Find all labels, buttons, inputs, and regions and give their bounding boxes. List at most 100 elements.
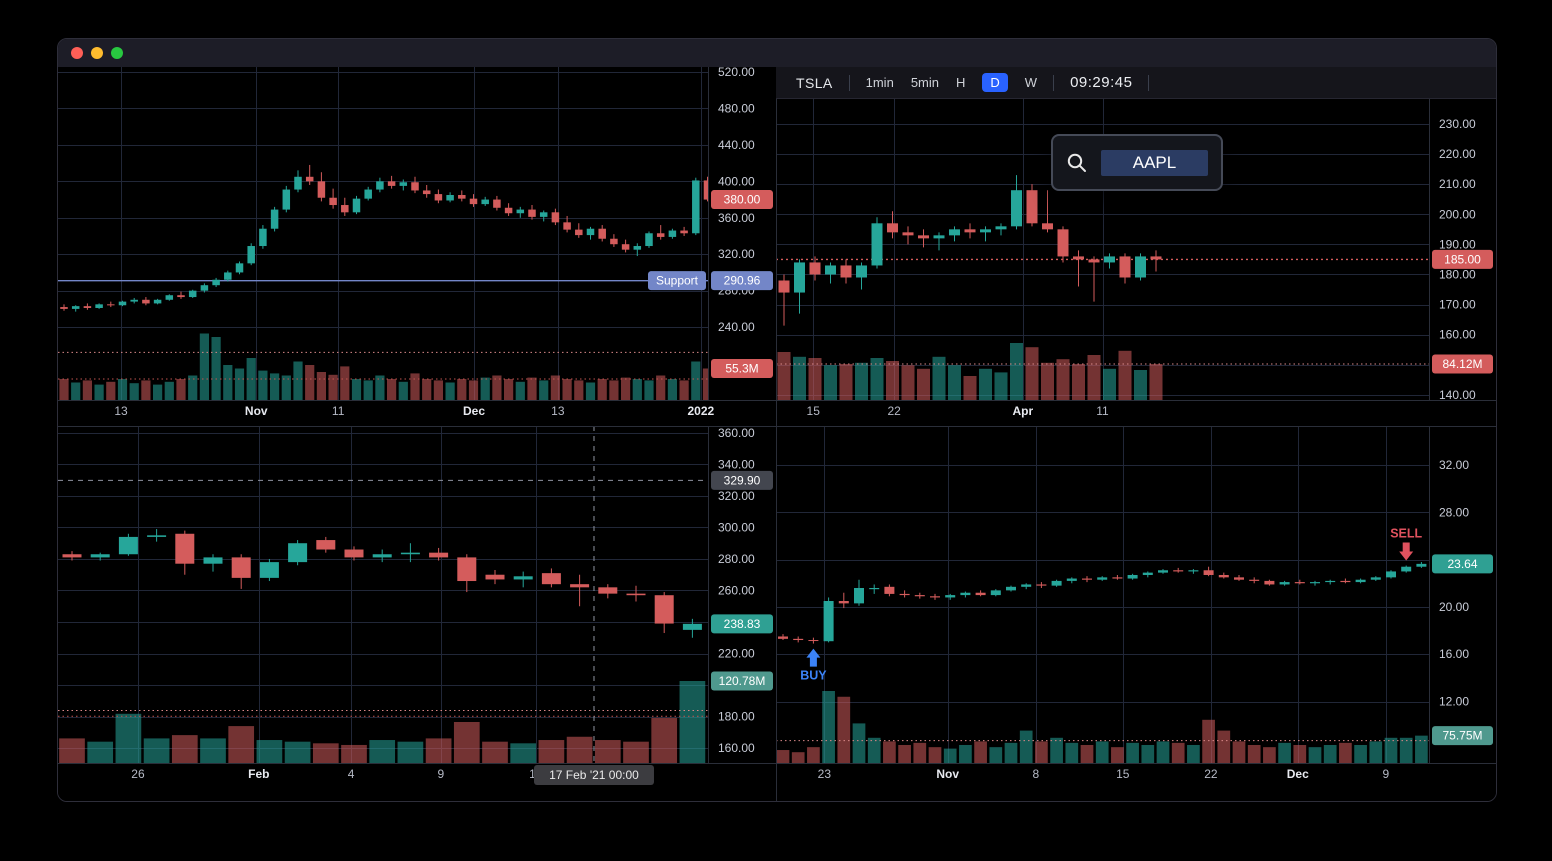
svg-text:300.00: 300.00 [718, 520, 755, 534]
svg-text:Nov: Nov [245, 404, 268, 418]
interval-button-D[interactable]: D [982, 73, 1008, 92]
interval-button-1min[interactable]: 1min [865, 75, 894, 90]
search-input[interactable]: AAPL [1101, 149, 1208, 176]
svg-text:13: 13 [551, 404, 565, 418]
clock-display: 09:29:45 [1070, 74, 1133, 91]
svg-text:32.00: 32.00 [1439, 458, 1469, 472]
interval-button-H[interactable]: H [956, 75, 966, 90]
svg-text:55.3M: 55.3M [725, 362, 758, 376]
volume-layer [58, 333, 708, 400]
grid-layer [58, 67, 708, 400]
svg-text:SELL: SELL [1390, 527, 1422, 541]
svg-text:15: 15 [807, 404, 821, 418]
svg-text:210.00: 210.00 [1439, 177, 1476, 191]
svg-text:8: 8 [1033, 767, 1040, 781]
chart-grid: 520.00 480.00 440.00 400.00 360.00 320.00 280.… [58, 67, 1496, 801]
chart-pane-top-right[interactable]: 230.00 220.00 210.00 200.00 190.00 180.00 170.… [776, 67, 1496, 426]
svg-text:290.96: 290.96 [724, 274, 761, 288]
svg-text:180.00: 180.00 [1439, 267, 1476, 281]
svg-text:75.75M: 75.75M [1442, 729, 1482, 743]
svg-text:185.00: 185.00 [1444, 252, 1481, 266]
svg-text:4: 4 [348, 767, 355, 781]
grid-layer [776, 426, 1429, 763]
close-button[interactable] [71, 47, 83, 59]
svg-text:Feb: Feb [248, 767, 269, 781]
toolbar-separator [848, 74, 850, 91]
toolbar-separator [1148, 74, 1150, 91]
top-right-chart-canvas[interactable]: 230.00 220.00 210.00 200.00 190.00 180.00 170.… [776, 67, 1496, 426]
svg-text:180.00: 180.00 [718, 710, 755, 724]
svg-text:360.00: 360.00 [718, 426, 755, 440]
time-axis[interactable]: 26Feb491617 Feb '21 00:00 [58, 763, 776, 786]
chart-pane-top-left[interactable]: 520.00 480.00 440.00 400.00 360.00 320.00 280.… [58, 67, 776, 426]
svg-text:23.64: 23.64 [1447, 557, 1477, 571]
search-icon [1067, 153, 1086, 172]
svg-text:190.00: 190.00 [1439, 237, 1476, 251]
price-axis[interactable]: 32.0028.0024.0020.0016.0012.0023.6475.75… [1429, 426, 1494, 763]
svg-text:22: 22 [888, 404, 902, 418]
svg-text:230.00: 230.00 [1439, 117, 1476, 131]
svg-text:20.00: 20.00 [1439, 600, 1469, 614]
svg-text:280.00: 280.00 [718, 552, 755, 566]
trade-markers-layer: BUY SELL [800, 527, 1422, 683]
svg-text:320.00: 320.00 [718, 489, 755, 503]
svg-text:9: 9 [438, 767, 445, 781]
zoom-button[interactable] [111, 47, 123, 59]
svg-text:Nov: Nov [936, 767, 959, 781]
toolbar-separator [1053, 74, 1055, 91]
candle-layer [778, 561, 1427, 644]
svg-text:15: 15 [1116, 767, 1130, 781]
chart-pane-bottom-left[interactable]: 360.00340.00320.00300.00280.00260.00240.… [58, 426, 776, 801]
svg-text:360.00: 360.00 [718, 211, 755, 225]
interval-button-W[interactable]: W [1024, 75, 1038, 90]
window-titlebar[interactable] [58, 39, 1496, 67]
svg-text:480.00: 480.00 [718, 101, 755, 115]
price-axis[interactable]: 520.00480.00440.00400.00360.00320.00280.… [648, 67, 773, 400]
svg-text:13: 13 [114, 404, 128, 418]
svg-text:220.00: 220.00 [718, 647, 755, 661]
symbol-search-popup: AAPL [1051, 134, 1223, 191]
svg-text:329.90: 329.90 [724, 473, 761, 487]
time-axis[interactable]: 13 Nov 11 Dec 13 2022 [58, 400, 776, 419]
svg-text:2022: 2022 [687, 404, 714, 418]
candle-layer [60, 164, 708, 312]
crosshair-layer [58, 426, 708, 763]
time-axis[interactable]: 23 Nov 8 15 22 Dec 9 [776, 763, 1496, 782]
svg-text:170.00: 170.00 [1439, 298, 1476, 312]
candle-layer [62, 529, 702, 638]
price-axis[interactable]: 360.00340.00320.00300.00280.00260.00240.… [708, 426, 774, 763]
svg-text:11: 11 [332, 404, 345, 418]
bottom-right-chart-canvas[interactable]: BUYSELL32.0028.0024.0020.0016.0012.0023.… [776, 426, 1496, 801]
interval-button-5min[interactable]: 5min [910, 75, 939, 90]
time-axis[interactable]: 15 22 Apr 11 [776, 400, 1496, 419]
svg-text:Dec: Dec [1287, 767, 1309, 781]
svg-text:260.00: 260.00 [718, 583, 755, 597]
svg-text:160.00: 160.00 [718, 741, 755, 755]
volume-layer [776, 343, 1429, 400]
svg-text:28.00: 28.00 [1439, 505, 1469, 519]
svg-text:Apr: Apr [1012, 404, 1033, 418]
bottom-left-chart-canvas[interactable]: 360.00340.00320.00300.00280.00260.00240.… [58, 426, 776, 801]
symbol-button[interactable]: TSLA [796, 74, 833, 91]
svg-text:16.00: 16.00 [1439, 647, 1469, 661]
svg-text:12.00: 12.00 [1439, 695, 1469, 709]
svg-text:220.00: 220.00 [1439, 147, 1476, 161]
app-window: 520.00 480.00 440.00 400.00 360.00 320.00 280.… [57, 38, 1497, 802]
svg-text:520.00: 520.00 [718, 67, 755, 79]
svg-text:380.00: 380.00 [724, 193, 761, 207]
svg-text:200.00: 200.00 [1439, 207, 1476, 221]
grid-layer [58, 426, 708, 763]
chart-toolbar: TSLA 1min 5min H D W 09:29:45 [776, 67, 1496, 99]
svg-text:11: 11 [1096, 404, 1109, 418]
volume-layer [776, 691, 1429, 763]
interval-buttons: 1min 5min H D W [866, 73, 1037, 92]
top-left-chart-canvas[interactable]: 520.00480.00440.00400.00360.00320.00280.… [58, 67, 776, 426]
minimize-button[interactable] [91, 47, 103, 59]
svg-text:320.00: 320.00 [718, 247, 755, 261]
price-axis[interactable]: 230.00 220.00 210.00 200.00 190.00 180.00 170.… [1429, 99, 1494, 402]
svg-text:240.00: 240.00 [718, 320, 755, 334]
svg-text:120.78M: 120.78M [719, 674, 766, 688]
svg-text:160.00: 160.00 [1439, 328, 1476, 342]
svg-text:23: 23 [818, 767, 832, 781]
chart-pane-bottom-right[interactable]: BUYSELL32.0028.0024.0020.0016.0012.0023.… [776, 426, 1496, 801]
